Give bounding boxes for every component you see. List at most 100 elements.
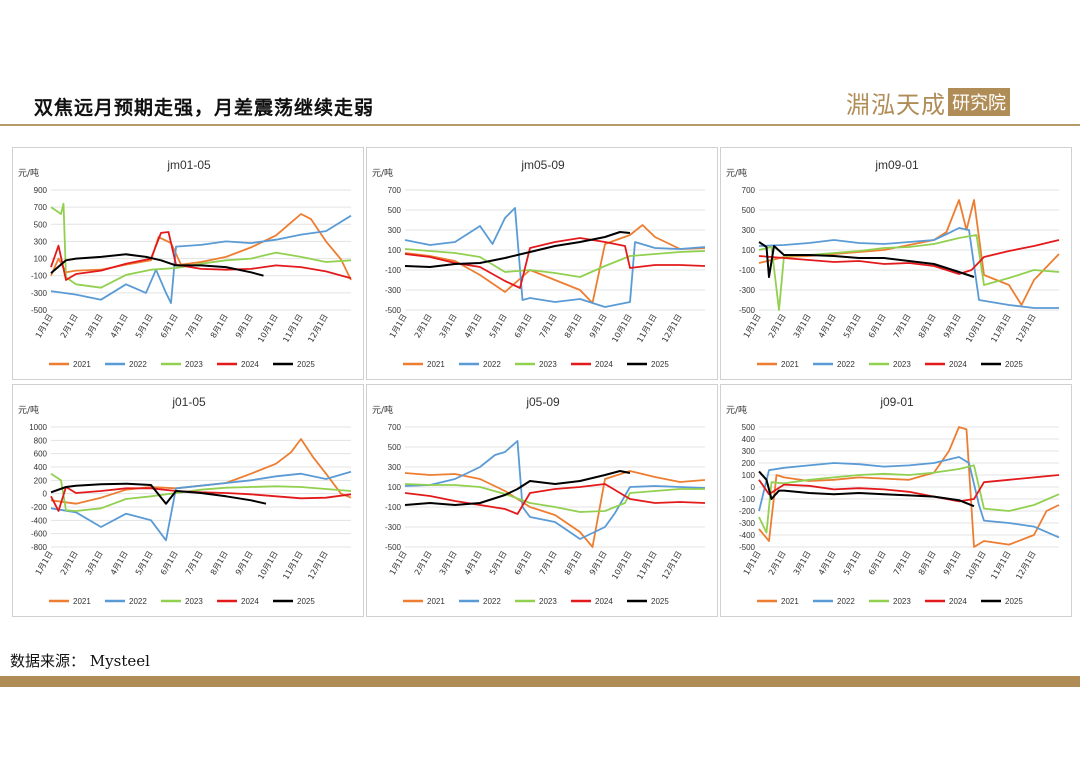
series-line-2023 [758,234,1060,311]
chart-title: jm01-05 [166,158,211,172]
y-tick-label: 500 [34,220,48,229]
y-tick-label: 500 [388,443,402,452]
x-tick-label: 12月1日 [1014,550,1037,582]
source-value: Mysteel [89,652,150,670]
y-tick-label: -500 [31,306,48,315]
x-tick-label: 6月1日 [867,313,888,340]
data-source: 数据来源： Mysteel [10,650,150,671]
legend-label-2025: 2025 [1005,360,1023,369]
series-line-2022 [404,440,706,540]
y-tick-label: -300 [739,519,756,528]
y-tick-label: -300 [31,289,48,298]
chart-svg: jm09-01 元/吨 -500 -300 -100 100 300 500 700 1月1日 2月… [726,158,1060,369]
slide-title: 双焦远月预期走强，月差震荡继续走弱 [34,97,375,119]
y-tick-label: 900 [34,186,48,195]
legend-label-2023: 2023 [539,597,557,606]
series-line-2022 [50,470,352,542]
legend-label-2021: 2021 [781,360,799,369]
x-tick-label: 1月1日 [34,550,55,577]
series-line-2021 [404,470,706,548]
chart-svg: j05-09 元/吨 -500 -300 -100 100 300 500 700 1月1日 2月1… [372,395,706,606]
y-axis-unit: 元/吨 [726,167,747,179]
x-tick-label: 10月1日 [964,313,987,345]
series-line-2023 [50,472,352,512]
chart-panel-jm01-05: jm01-05 元/吨 -500 -300 -100 100 300 500 700 900 1月1… [12,147,364,380]
y-tick-label: -400 [31,516,48,525]
x-tick-label: 3月1日 [84,550,105,577]
y-tick-label: -100 [385,503,402,512]
series-line-2022 [758,456,1060,539]
series-line-2024 [50,231,352,281]
x-tick-label: 11月1日 [989,550,1012,582]
legend-label-2021: 2021 [427,597,445,606]
legend-label-2025: 2025 [297,597,315,606]
x-tick-label: 5月1日 [134,550,155,577]
y-tick-label: 300 [388,463,402,472]
legend-label-2021: 2021 [73,597,91,606]
y-tick-label: 200 [742,459,756,468]
series-line-2021 [404,224,706,304]
x-tick-label: 9月1日 [234,313,255,340]
y-tick-label: -300 [739,286,756,295]
y-tick-label: 0 [43,490,48,499]
y-tick-label: -600 [31,530,48,539]
series-line-2021 [50,438,352,505]
y-tick-label: 600 [34,450,48,459]
source-label: 数据来源： [10,652,86,670]
series-line-2025 [404,470,631,506]
legend-label-2022: 2022 [837,597,855,606]
x-tick-label: 9月1日 [588,550,609,577]
y-axis-unit: 元/吨 [372,167,393,179]
series-line-2022 [404,207,706,308]
x-tick-label: 12月1日 [306,550,329,582]
footer-bar [0,676,1080,687]
y-tick-label: 500 [742,423,756,432]
chart-title: j01-05 [171,395,206,409]
x-tick-label: 3月1日 [84,313,105,340]
x-tick-label: 6月1日 [513,550,534,577]
legend-label-2022: 2022 [129,597,147,606]
series-line-2021 [50,213,352,281]
x-tick-label: 9月1日 [588,313,609,340]
series-line-2023 [404,248,706,278]
x-tick-label: 11月1日 [281,550,304,582]
x-tick-label: 11月1日 [635,550,658,582]
y-tick-label: -500 [739,543,756,552]
y-tick-label: 400 [742,435,756,444]
chart-panel-jm09-01: jm09-01 元/吨 -500 -300 -100 100 300 500 700 1月1日 2月… [720,147,1072,380]
y-tick-label: 1000 [29,423,47,432]
series-line-2025 [50,482,267,505]
x-tick-label: 5月1日 [842,313,863,340]
x-tick-label: 2月1日 [413,550,434,577]
x-tick-label: 7月1日 [184,550,205,577]
x-tick-label: 1月1日 [34,313,55,340]
logo-sub-text: 研究院 [948,88,1010,116]
x-tick-label: 10月1日 [610,550,633,582]
x-tick-label: 4月1日 [109,313,130,340]
y-tick-label: -200 [739,507,756,516]
x-tick-label: 12月1日 [306,313,329,345]
x-tick-label: 6月1日 [159,550,180,577]
x-tick-label: 2月1日 [767,313,788,340]
y-tick-label: 700 [388,423,402,432]
chart-title: jm05-09 [520,158,565,172]
legend-label-2023: 2023 [893,597,911,606]
x-tick-label: 11月1日 [635,313,658,345]
x-tick-label: 3月1日 [438,550,459,577]
y-tick-label: 100 [742,471,756,480]
x-tick-label: 4月1日 [463,550,484,577]
x-tick-label: 6月1日 [159,313,180,340]
x-tick-label: 4月1日 [463,313,484,340]
legend-label-2025: 2025 [297,360,315,369]
x-tick-label: 3月1日 [792,313,813,340]
x-tick-label: 8月1日 [209,313,230,340]
y-tick-label: -400 [739,531,756,540]
series-line-2022 [758,227,1059,309]
x-tick-label: 2月1日 [59,550,80,577]
legend-label-2023: 2023 [893,360,911,369]
y-tick-label: 700 [388,186,402,195]
x-tick-label: 7月1日 [892,313,913,340]
chart-svg: j09-01 元/吨 -500 -400 -300 -200 -100 0 100 200 300 4… [726,395,1060,606]
y-tick-label: 800 [34,436,48,445]
y-tick-label: 300 [388,226,402,235]
